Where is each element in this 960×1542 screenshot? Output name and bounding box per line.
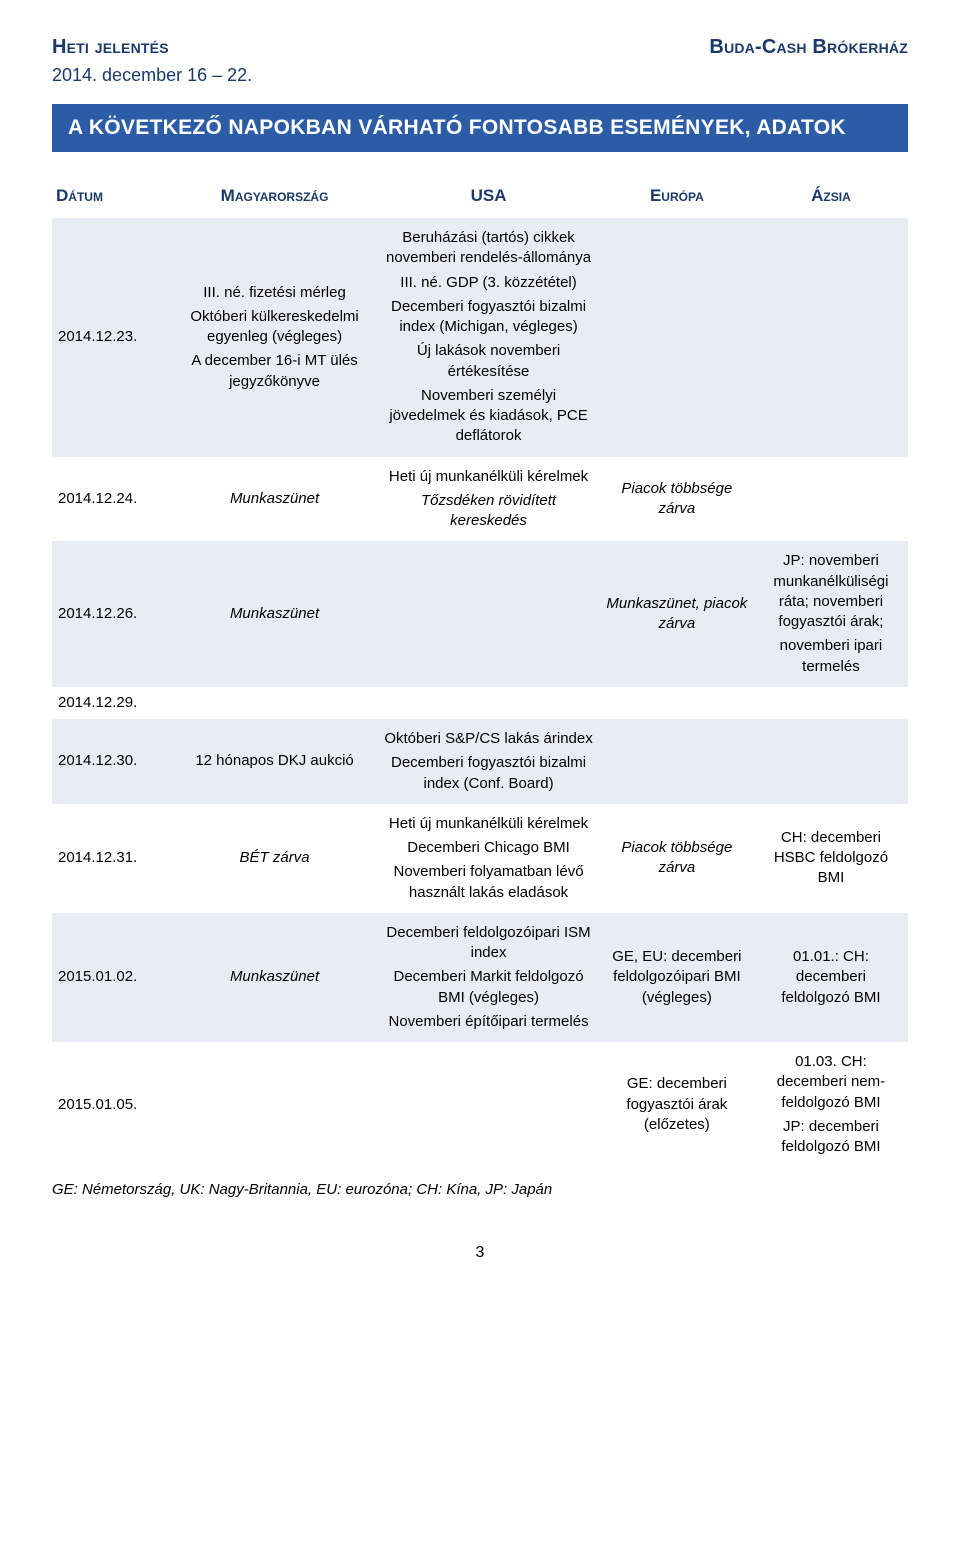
cell-text: Októberi S&P/CS lakás árindex	[383, 729, 594, 749]
cell-text-italic: Piacok többsége zárva	[606, 479, 748, 520]
cell-asia: 01.01.: CH: decemberi feldolgozó BMI	[754, 913, 908, 1042]
col-asia: Ázsia	[754, 180, 908, 218]
cell-text: JP: novemberi munkanélküliségi ráta; nov…	[760, 551, 902, 632]
cell-text: A december 16-i MT ülés jegyzőkönyve	[178, 351, 371, 392]
cell-text: Új lakások novemberi értékesítése	[383, 341, 594, 382]
cell-text: GE, EU: decemberi feldolgozóipari BMI (v…	[606, 947, 748, 1008]
table-row: 2014.12.31. BÉT zárva Heti új munkanélküli…	[52, 804, 908, 913]
cell-text: GE: decemberi fogyasztói árak (előzetes)	[606, 1074, 748, 1135]
cell-text-italic: Munkaszünet	[178, 604, 371, 624]
table-row: 2014.12.29.	[52, 687, 908, 719]
report-date-range: 2014. december 16 – 22.	[52, 65, 908, 86]
cell-text: Decemberi Markit feldolgozó BMI (véglege…	[383, 967, 594, 1008]
cell-text-italic: Munkaszünet	[178, 967, 371, 987]
cell-hungary: III. né. fizetési mérleg Októberi külkere…	[172, 218, 377, 457]
cell-usa: Heti új munkanélküli kérelmek Tőzsdéken r…	[377, 457, 600, 542]
cell-europe: Piacok többsége zárva	[600, 804, 754, 913]
cell-text: JP: decemberi feldolgozó BMI	[760, 1117, 902, 1158]
table-footnote: GE: Németország, UK: Nagy-Britannia, EU:…	[52, 1181, 908, 1198]
brand-name: Buda-Cash Brókerház	[709, 36, 908, 59]
cell-usa	[377, 541, 600, 687]
cell-text: novemberi ipari termelés	[760, 636, 902, 677]
cell-text: Októberi külkereskedelmi egyenleg (végle…	[178, 307, 371, 348]
cell-text: III. né. GDP (3. közzététel)	[383, 273, 594, 293]
table-row: 2014.12.26. Munkaszünet Munkaszünet, piaco…	[52, 541, 908, 687]
cell-hungary	[172, 687, 377, 719]
cell-date: 2015.01.05.	[52, 1042, 172, 1167]
cell-text: Heti új munkanélküli kérelmek	[383, 467, 594, 487]
page-number: 3	[52, 1244, 908, 1262]
cell-asia	[754, 457, 908, 542]
cell-text: Beruházási (tartós) cikkek novemberi ren…	[383, 228, 594, 269]
cell-hungary: Munkaszünet	[172, 541, 377, 687]
table-row: 2014.12.23. III. né. fizetési mérleg Októb…	[52, 218, 908, 457]
page-header: Heti jelentés Buda-Cash Brókerház	[52, 36, 908, 59]
cell-text: Decemberi Chicago BMI	[383, 838, 594, 858]
cell-asia: CH: decemberi HSBC feldolgozó BMI	[754, 804, 908, 913]
cell-hungary: Munkaszünet	[172, 913, 377, 1042]
cell-asia	[754, 687, 908, 719]
cell-usa: Októberi S&P/CS lakás árindex Decemberi f…	[377, 719, 600, 804]
cell-date: 2014.12.30.	[52, 719, 172, 804]
cell-text: III. né. fizetési mérleg	[178, 283, 371, 303]
cell-text: 01.01.: CH: decemberi feldolgozó BMI	[760, 947, 902, 1008]
cell-usa	[377, 1042, 600, 1167]
col-usa: USA	[377, 180, 600, 218]
cell-europe	[600, 719, 754, 804]
cell-text: Decemberi fogyasztói bizalmi index (Conf…	[383, 753, 594, 794]
cell-europe	[600, 218, 754, 457]
cell-date: 2014.12.23.	[52, 218, 172, 457]
cell-hungary: Munkaszünet	[172, 457, 377, 542]
cell-asia: JP: novemberi munkanélküliségi ráta; nov…	[754, 541, 908, 687]
section-banner: A KÖVETKEZŐ NAPOKBAN VÁRHATÓ FONTOSABB E…	[52, 104, 908, 152]
cell-date: 2014.12.26.	[52, 541, 172, 687]
cell-usa	[377, 687, 600, 719]
cell-europe: GE, EU: decemberi feldolgozóipari BMI (v…	[600, 913, 754, 1042]
cell-text-italic: Munkaszünet	[178, 489, 371, 509]
cell-asia: 01.03. CH: decemberi nem-feldolgozó BMIJ…	[754, 1042, 908, 1167]
table-row: 2014.12.30. 12 hónapos DKJ aukció Októberi…	[52, 719, 908, 804]
cell-text: Heti új munkanélküli kérelmek	[383, 814, 594, 834]
cell-asia	[754, 719, 908, 804]
cell-text: 01.03. CH: decemberi nem-feldolgozó BMI	[760, 1052, 902, 1113]
cell-date: 2014.12.24.	[52, 457, 172, 542]
cell-text: Decemberi fogyasztói bizalmi index (Mich…	[383, 297, 594, 338]
cell-hungary: 12 hónapos DKJ aukció	[172, 719, 377, 804]
cell-text-italic: BÉT zárva	[178, 848, 371, 868]
cell-europe	[600, 687, 754, 719]
cell-hungary: BÉT zárva	[172, 804, 377, 913]
table-row: 2015.01.02. Munkaszünet Decemberi feldolgo…	[52, 913, 908, 1042]
table-header-row: Dátum Magyarország USA Európa Ázsia	[52, 180, 908, 218]
report-title: Heti jelentés	[52, 36, 169, 59]
cell-europe: GE: decemberi fogyasztói árak (előzetes)	[600, 1042, 754, 1167]
cell-usa: Heti új munkanélküli kérelmek Decemberi C…	[377, 804, 600, 913]
events-table: Dátum Magyarország USA Európa Ázsia 2014…	[52, 180, 908, 1167]
cell-text: Novemberi folyamatban lévő használt laká…	[383, 862, 594, 903]
cell-europe: Piacok többsége zárva	[600, 457, 754, 542]
cell-usa: Beruházási (tartós) cikkek novemberi ren…	[377, 218, 600, 457]
cell-date: 2014.12.29.	[52, 687, 172, 719]
cell-text: CH: decemberi HSBC feldolgozó BMI	[760, 828, 902, 889]
cell-text: Novemberi építőipari termelés	[383, 1012, 594, 1032]
cell-date: 2014.12.31.	[52, 804, 172, 913]
table-row: 2015.01.05. GE: decemberi fogyasztói árak…	[52, 1042, 908, 1167]
cell-europe: Munkaszünet, piacok zárva	[600, 541, 754, 687]
cell-text-italic: Piacok többsége zárva	[606, 838, 748, 879]
col-europe: Európa	[600, 180, 754, 218]
cell-usa: Decemberi feldolgozóipari ISM indexDecem…	[377, 913, 600, 1042]
cell-hungary	[172, 1042, 377, 1167]
cell-asia	[754, 218, 908, 457]
cell-text: 12 hónapos DKJ aukció	[178, 751, 371, 771]
cell-text: Decemberi feldolgozóipari ISM index	[383, 923, 594, 964]
col-date: Dátum	[52, 180, 172, 218]
cell-date: 2015.01.02.	[52, 913, 172, 1042]
cell-text-italic: Munkaszünet, piacok zárva	[606, 594, 748, 635]
cell-text-italic: Tőzsdéken rövidített kereskedés	[383, 491, 594, 532]
col-hungary: Magyarország	[172, 180, 377, 218]
table-row: 2014.12.24. Munkaszünet Heti új munkanélkü…	[52, 457, 908, 542]
cell-text: Novemberi személyi jövedelmek és kiadáso…	[383, 386, 594, 447]
